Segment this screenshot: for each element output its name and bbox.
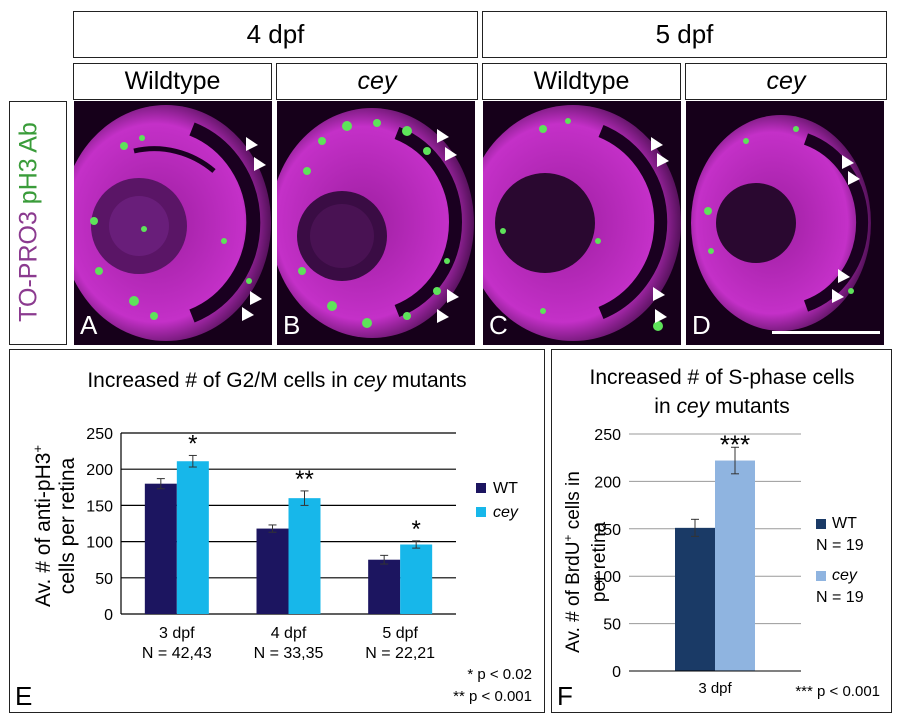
panel-letter-d: D <box>692 310 711 340</box>
chart-e-significance: * <box>411 516 420 543</box>
chart-e-ylabel-sup: + <box>30 445 45 453</box>
chart-f-legend-label: cey <box>832 567 858 584</box>
chart-e-bar <box>144 483 177 614</box>
chart-e-ylabel-line1: Av. # of anti-pH3 <box>32 453 55 607</box>
panel-letter-e: E <box>15 681 32 711</box>
chart-e: Increased # of G2/M cells in cey mutants… <box>15 369 532 711</box>
chart-e-legend-label: WT <box>493 480 518 497</box>
chart-f-legend-swatch <box>816 571 826 581</box>
chart-e-footnote: ** p < 0.001 <box>453 688 532 705</box>
chart-e-bar <box>176 461 209 614</box>
chart-f-title-line2-post: mutants <box>709 395 790 418</box>
chart-e-title: Increased # of G2/M cells in cey mutants <box>87 369 466 392</box>
header-4dpf: 4 dpf <box>73 11 478 58</box>
chart-e-ytick: 0 <box>104 607 113 624</box>
chart-f-ylabel-post: cells in <box>563 471 584 534</box>
chart-f-bar <box>715 460 755 671</box>
chart-f-ytick: 50 <box>603 617 621 634</box>
chart-f-ylabel-line2: per retina <box>589 521 610 602</box>
chart-f-legend-n: N = 19 <box>816 537 864 554</box>
micrograph-b-image <box>277 108 474 338</box>
chart-e-bar <box>256 528 289 614</box>
chart-f-legend-label: WT <box>832 515 857 532</box>
header-5dpf: 5 dpf <box>482 11 887 58</box>
chart-e-title-part1: Increased # of G2/M cells in <box>87 369 353 392</box>
chart-e-legend-swatch <box>476 483 486 493</box>
chart-e-bar <box>288 498 321 614</box>
chart-e-ytick: 200 <box>86 462 113 479</box>
chart-e-significance: ** <box>295 466 314 493</box>
subheader-cey-4dpf: cey <box>276 63 478 100</box>
chart-f-title-line2-italic: cey <box>676 395 710 418</box>
subheader-cey-5dpf: cey <box>685 63 887 100</box>
chart-e-title-italic: cey <box>353 369 387 392</box>
chart-f-ytick: 150 <box>594 522 621 539</box>
micrograph-d: D <box>686 101 884 345</box>
chart-f-footnote: *** p < 0.001 <box>795 683 880 700</box>
chart-f: Increased # of S-phase cells in cey mutan… <box>557 366 880 711</box>
chart-e-ytick: 150 <box>86 498 113 515</box>
chart-e-bar <box>400 544 433 614</box>
chart-e-n-label: N = 42,43 <box>142 645 212 662</box>
scale-bar <box>772 331 880 334</box>
stain-label-pH3: pH3 Ab <box>14 122 43 205</box>
chart-f-legend-n: N = 19 <box>816 589 864 606</box>
chart-e-ytick: 50 <box>95 571 113 588</box>
chart-e-ytick: 250 <box>86 426 113 443</box>
chart-e-xtick: 4 dpf <box>271 625 307 642</box>
chart-f-ytick: 200 <box>594 474 621 491</box>
panel-letter-a: A <box>80 310 98 340</box>
chart-f-xtick: 3 dpf <box>698 680 732 697</box>
subheader-wildtype-5dpf: Wildtype <box>482 63 681 100</box>
chart-e-ylabel-line2: cells per retina <box>56 457 79 594</box>
chart-f-ytick: 0 <box>612 664 621 681</box>
chart-f-title-line1: Increased # of S-phase cells <box>590 366 855 389</box>
chart-e-xtick: 5 dpf <box>382 625 418 642</box>
chart-f-title-line2-pre: in <box>654 395 676 418</box>
chart-e-n-label: N = 33,35 <box>254 645 324 662</box>
chart-e-xtick: 3 dpf <box>159 625 195 642</box>
micrograph-c: C <box>483 101 681 345</box>
micrograph-a: A <box>74 101 272 345</box>
chart-f-ytick: 250 <box>594 427 621 444</box>
chart-e-title-part2: mutants <box>386 369 467 392</box>
chart-e-bar <box>368 559 401 614</box>
chart-f-ylabel: Av. # of BrdU+ cells inper retina <box>561 471 610 653</box>
chart-e-box: Increased # of G2/M cells in cey mutants… <box>9 349 545 713</box>
chart-f-box: Increased # of S-phase cells in cey mutan… <box>551 349 892 713</box>
chart-f-ylabel-pre: Av. # of BrdU <box>563 542 584 653</box>
subheader-wildtype-4dpf: Wildtype <box>73 63 272 100</box>
chart-e-ylabel: Av. # of anti-pH3+ cells per retina <box>30 445 79 607</box>
panel-letter-b: B <box>283 310 301 340</box>
micrograph-a-image <box>74 105 271 341</box>
micrograph-b: B <box>277 101 475 345</box>
chart-f-ytick: 100 <box>594 569 621 586</box>
chart-e-legend-swatch <box>476 507 486 517</box>
chart-f-ylabel-sup: + <box>561 535 575 542</box>
chart-f-legend-swatch <box>816 519 826 529</box>
chart-e-ytick: 100 <box>86 535 113 552</box>
chart-e-legend-label: cey <box>493 504 519 521</box>
stain-label-box <box>9 101 67 345</box>
panel-letter-f: F <box>557 681 573 711</box>
chart-f-title-line2: in cey mutants <box>654 395 789 418</box>
panel-letter-c: C <box>489 310 508 340</box>
chart-f-significance: *** <box>720 429 750 459</box>
chart-f-bar <box>675 527 715 671</box>
micrograph-c-image <box>483 105 681 341</box>
chart-e-n-label: N = 22,21 <box>365 645 435 662</box>
chart-e-footnote: * p < 0.02 <box>467 666 532 683</box>
micrograph-d-image <box>691 115 871 331</box>
chart-e-significance: * <box>188 430 197 457</box>
stain-label-toPro3: TO-PRO3 <box>14 211 43 322</box>
